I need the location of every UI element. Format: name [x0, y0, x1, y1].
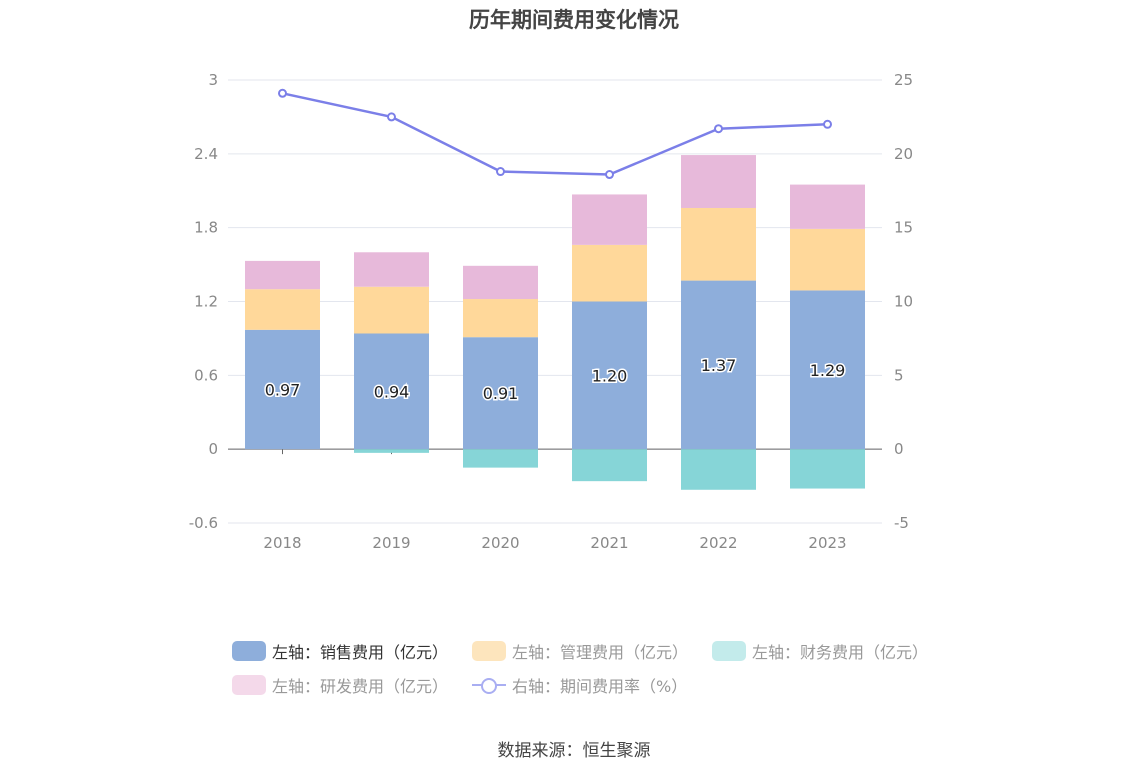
rate-point [823, 119, 832, 129]
chart-title: 历年期间费用变化情况 [469, 8, 679, 32]
legend-label: 左轴：研发费用（亿元） [272, 677, 449, 696]
legend-item[interactable]: 左轴：研发费用（亿元） [232, 673, 448, 697]
bar-segment [354, 333, 429, 450]
rate-point [387, 112, 396, 122]
y-left-tick-label: 0 [208, 440, 218, 458]
legend-item[interactable]: 左轴：管理费用（亿元） [472, 639, 688, 663]
y-left-tick-label: 3 [208, 71, 218, 89]
bar-segment [354, 286, 429, 334]
y-left-tick-label: 0.6 [194, 366, 218, 384]
legend-label: 右轴：期间费用率（%） [512, 677, 688, 696]
rate-point [496, 167, 505, 177]
bar-segment [790, 184, 865, 229]
legend-swatch [232, 641, 266, 661]
bar-data-label: 0.91 [483, 384, 519, 403]
bar-segment [354, 252, 429, 287]
bar-segment [681, 155, 756, 208]
line-layer [278, 88, 832, 180]
rate-point [605, 170, 614, 180]
bar-data-label: 1.29 [810, 361, 846, 380]
x-tick-label: 2018 [263, 534, 301, 552]
y-left-tick-label: 1.2 [194, 293, 218, 311]
bar-segment [245, 329, 320, 450]
grid-layer: 3 25 2.4 20 1.8 15 1.2 10 0.6 5 0 0 -0.6 -5 2018 2019 20… [189, 71, 913, 552]
x-tick-label: 2023 [808, 534, 846, 552]
bar-segment [790, 290, 865, 450]
y-left-tick-label: 2.4 [194, 145, 218, 163]
legend-label: 左轴：管理费用（亿元） [512, 643, 689, 662]
x-tick-label: 2022 [699, 534, 737, 552]
label-layer: 0.97 0.94 0.91 1.20 1.37 1.29 [263, 354, 847, 404]
x-tick-label: 2019 [372, 534, 410, 552]
y-right-tick-label: 10 [894, 293, 913, 311]
bar-segment [681, 280, 756, 450]
legend-swatch [232, 675, 266, 695]
bar-segment [790, 228, 865, 291]
bar-segment [572, 449, 647, 482]
bar-segment [681, 207, 756, 281]
legend-row: 左轴：研发费用（亿元） 右轴：期间费用率（%） [232, 672, 952, 698]
bar-data-label: 0.94 [374, 382, 410, 401]
bar-segment [572, 194, 647, 245]
y-right-tick-label: 20 [894, 145, 913, 163]
stacked-bar-line-chart: 3 25 2.4 20 1.8 15 1.2 10 0.6 5 0 0 -0.6 -5 2018 2019 20… [189, 71, 913, 552]
chart-legend[interactable]: 左轴：销售费用（亿元） 左轴：管理费用（亿元） 左轴：财务费用（亿元） 左轴：研发费用… [232, 638, 952, 706]
bar-segment [245, 289, 320, 330]
x-tick-label: 2020 [481, 534, 519, 552]
legend-row: 左轴：销售费用（亿元） 左轴：管理费用（亿元） 左轴：财务费用（亿元） [232, 638, 952, 664]
y-right-tick-label: 15 [894, 219, 913, 237]
legend-item[interactable]: 左轴：财务费用（亿元） [712, 639, 928, 663]
bar-data-label: 0.97 [265, 380, 301, 399]
legend-item[interactable]: 左轴：销售费用（亿元） [232, 639, 448, 663]
bar-segment [245, 260, 320, 290]
legend-item[interactable]: 右轴：期间费用率（%） [472, 673, 687, 697]
bar-segment [681, 449, 756, 490]
rate-point [714, 124, 723, 134]
bar-segment [463, 449, 538, 468]
legend-label: 左轴：销售费用（亿元） [272, 643, 449, 662]
legend-swatch [712, 641, 746, 661]
bar-data-label: 1.20 [592, 366, 628, 385]
data-source: 数据来源：恒生聚源 [497, 741, 651, 761]
bar-segment [572, 244, 647, 302]
bar-segment [572, 301, 647, 450]
x-tick-label: 2021 [590, 534, 628, 552]
y-right-tick-label: 0 [894, 440, 904, 458]
y-right-tick-label: -5 [894, 514, 909, 532]
y-left-tick-label: 1.8 [194, 219, 218, 237]
bar-segment [354, 449, 429, 453]
bar-segment [463, 337, 538, 450]
legend-swatch [472, 641, 506, 661]
bar-segment [463, 265, 538, 300]
bar-segment [463, 299, 538, 338]
bars-layer [245, 155, 865, 490]
legend-label: 左轴：财务费用（亿元） [752, 643, 929, 662]
bar-data-label: 1.37 [701, 356, 737, 375]
y-left-tick-label: -0.6 [189, 514, 218, 532]
legend-swatch [472, 675, 507, 695]
rate-point [278, 88, 287, 98]
rate-line [282, 92, 828, 176]
y-right-tick-label: 25 [894, 71, 913, 89]
bar-segment [790, 449, 865, 489]
y-right-tick-label: 5 [894, 366, 904, 384]
